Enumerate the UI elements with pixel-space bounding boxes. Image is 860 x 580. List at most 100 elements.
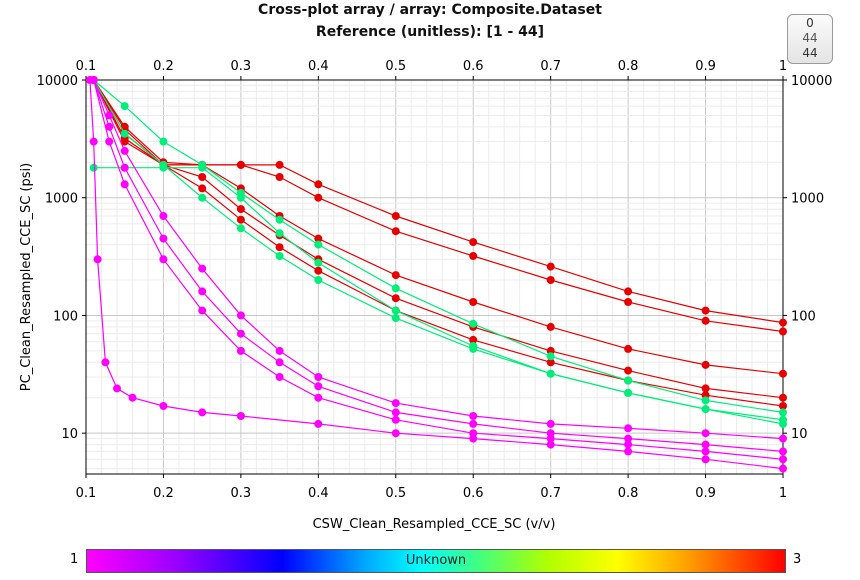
data-point [120, 146, 129, 155]
x-tick-label-bottom: 1 [779, 486, 787, 501]
series-magenta-4 [85, 76, 787, 473]
data-point [624, 298, 633, 306]
series-line [93, 79, 784, 324]
data-point [198, 173, 207, 181]
series-green-1 [89, 76, 787, 417]
data-point [275, 346, 284, 355]
y-tick-label-left: 10000 [37, 74, 78, 89]
data-point [546, 276, 555, 284]
data-point [624, 287, 633, 296]
data-point [779, 455, 787, 464]
data-point [391, 408, 400, 417]
data-point [391, 314, 400, 323]
grid [85, 79, 784, 474]
series-line [93, 79, 784, 407]
data-point [236, 346, 245, 355]
plot-frame [85, 79, 784, 475]
x-tick-label-bottom: 0.1 [76, 486, 97, 501]
reference-max-value: 44 [802, 46, 818, 60]
data-point [105, 137, 114, 146]
data-point [391, 212, 400, 220]
data-point [469, 412, 478, 420]
data-point [779, 419, 787, 428]
data-point [275, 229, 284, 238]
data-point [546, 369, 555, 378]
axis-ticks: 0.1 0.1 0.2 0.2 0.3 0.3 0.4 0.4 0.5 0.5 0.6 0.6 0.7 0… [37, 59, 833, 501]
data-point [391, 415, 400, 424]
data-point [701, 429, 710, 438]
colorbar: Unknown [86, 549, 786, 573]
series-green-3 [89, 163, 787, 428]
data-point [546, 434, 555, 443]
x-tick-label-top: 0.2 [153, 59, 174, 74]
data-point [198, 193, 207, 202]
y-tick-label-left: 1000 [45, 192, 78, 207]
data-point [469, 238, 478, 247]
data-point [198, 408, 207, 417]
data-point [391, 271, 400, 280]
data-point [314, 234, 323, 243]
data-point [159, 402, 168, 410]
data-point [159, 255, 168, 264]
data-point [779, 434, 787, 443]
x-tick-label-top: 0.1 [76, 59, 97, 74]
x-tick-label-bottom: 0.9 [695, 486, 716, 501]
series-group [85, 76, 787, 473]
series-magenta-3 [89, 76, 787, 464]
y-tick-label-right: 10000 [791, 74, 832, 89]
data-point [779, 393, 787, 402]
data-point [624, 388, 633, 397]
reference-stepper[interactable]: 0 44 44 [787, 14, 833, 64]
data-point [236, 412, 245, 420]
x-tick-label-bottom: 0.8 [618, 486, 639, 501]
data-point [236, 205, 245, 214]
series-line [93, 79, 784, 333]
y-axis-label: PC_Clean_Resampled_CCE_SC (psi) [19, 163, 34, 391]
y-tick-label-right: 10 [791, 427, 808, 442]
data-point [159, 163, 168, 172]
data-point [391, 227, 400, 236]
data-point [236, 193, 245, 202]
x-tick-label-bottom: 0.7 [540, 486, 561, 501]
data-point [779, 369, 787, 378]
data-point [120, 137, 129, 146]
reference-current-value: 0 [806, 16, 814, 30]
data-point [624, 447, 633, 456]
series-line [93, 79, 784, 440]
series-line [89, 79, 784, 470]
data-point [779, 408, 787, 417]
data-point [159, 212, 168, 220]
data-point [469, 252, 478, 260]
y-tick-label-left: 10 [61, 427, 78, 442]
data-point [314, 382, 323, 391]
x-tick-label-bottom: 0.5 [385, 486, 406, 501]
series-line [93, 79, 784, 399]
data-point [93, 255, 102, 264]
colorbar-min-label: 1 [70, 552, 79, 567]
data-point [469, 419, 478, 428]
data-point [624, 434, 633, 443]
data-point [236, 311, 245, 320]
data-point [779, 447, 787, 456]
x-tick-label-bottom: 0.6 [463, 486, 484, 501]
data-point [275, 373, 284, 381]
x-tick-label-top: 0.4 [308, 59, 329, 74]
y-tick-label-right: 1000 [791, 192, 824, 207]
data-point [275, 173, 284, 181]
data-point [105, 122, 114, 131]
data-point [314, 240, 323, 249]
data-point [105, 111, 114, 120]
data-point [236, 215, 245, 224]
data-point [120, 129, 129, 138]
data-point [314, 193, 323, 202]
data-point [701, 396, 710, 405]
x-tick-label-top: 0.7 [540, 59, 561, 74]
data-point [275, 215, 284, 224]
data-point [314, 180, 323, 189]
data-point [159, 137, 168, 146]
colorbar-max-label: 3 [793, 552, 802, 567]
x-tick-label-bottom: 0.2 [153, 486, 174, 501]
series-line [93, 167, 784, 425]
data-point [275, 160, 284, 169]
